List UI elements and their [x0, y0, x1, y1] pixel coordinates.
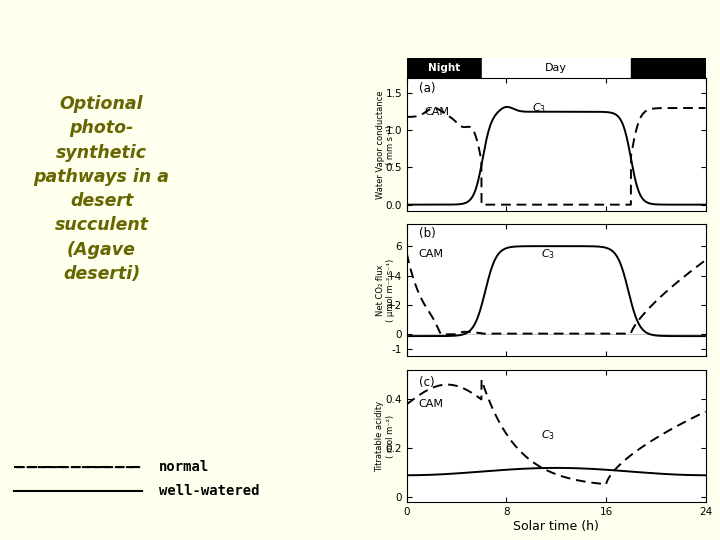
Text: (a): (a) [419, 82, 436, 94]
Text: (c): (c) [419, 376, 434, 389]
Text: Water Vapor conductance
( mm s⁻¹): Water Vapor conductance ( mm s⁻¹) [376, 90, 395, 199]
Text: CAM: CAM [419, 249, 444, 259]
Text: $C_3$: $C_3$ [541, 429, 555, 442]
Text: Solar time (h): Solar time (h) [513, 520, 599, 533]
Text: well-watered: well-watered [159, 484, 259, 498]
Text: Day: Day [545, 63, 567, 73]
Text: CAM: CAM [425, 107, 450, 117]
Text: Night: Night [428, 63, 460, 73]
Text: (b): (b) [419, 227, 436, 240]
Text: normal: normal [159, 460, 210, 474]
Text: Net CO₂ flux
( μmol m⁻² s⁻¹): Net CO₂ flux ( μmol m⁻² s⁻¹) [376, 259, 395, 322]
Text: CAM: CAM [419, 399, 444, 409]
Bar [482, 58, 631, 78]
Bar [407, 58, 482, 78]
Text: Titratable acidity
( mol m⁻²): Titratable acidity ( mol m⁻²) [376, 401, 395, 471]
Text: Optional
photo-
synthetic
pathways in a
desert
succulent
(Agave
deserti): Optional photo- synthetic pathways in a … [34, 95, 169, 283]
Bar [631, 58, 706, 78]
Text: $C_3$: $C_3$ [541, 247, 555, 261]
Text: $C_3$: $C_3$ [532, 102, 546, 115]
